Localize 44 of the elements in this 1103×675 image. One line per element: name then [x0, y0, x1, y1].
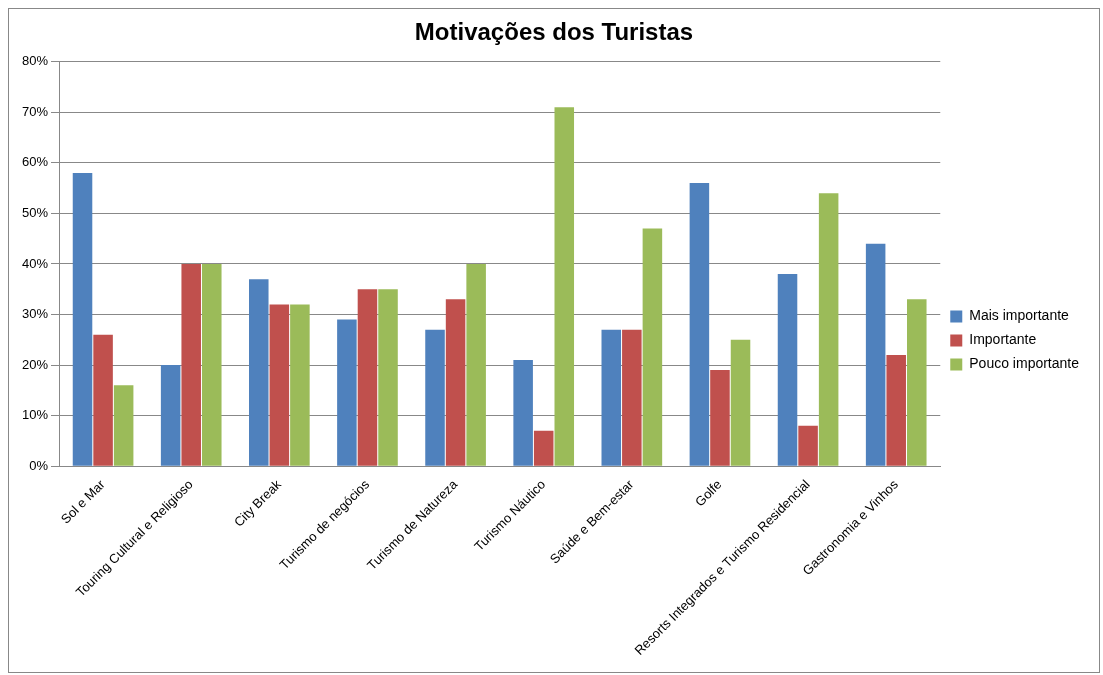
bar [445, 299, 466, 466]
bar [865, 243, 886, 466]
bar [907, 299, 927, 466]
y-tick-label: 30% [21, 306, 49, 322]
bar [798, 425, 818, 466]
bar [337, 319, 357, 466]
bar [513, 360, 533, 466]
legend-label: Mais importante [969, 307, 1070, 324]
bar [269, 304, 290, 466]
bar [378, 289, 398, 466]
legend-label: Importante [969, 331, 1037, 348]
chart-title: Motivações dos Turistas [414, 18, 694, 46]
bar [689, 183, 710, 466]
bar [72, 173, 93, 466]
y-tick-label: 0% [29, 457, 49, 473]
bar [730, 339, 751, 466]
bar [466, 263, 486, 466]
bar [777, 274, 798, 466]
bar [357, 289, 378, 466]
bar [533, 430, 554, 466]
bar [425, 329, 445, 466]
y-tick-label: 50% [21, 205, 49, 221]
y-tick-label: 10% [21, 407, 49, 423]
y-tick-label: 70% [21, 103, 49, 119]
x-tick-label: Sol e Mar [57, 476, 109, 527]
bar [554, 107, 575, 466]
bar [290, 304, 310, 466]
bar [93, 334, 113, 466]
bar [160, 365, 181, 466]
bar [249, 279, 269, 466]
bar [601, 329, 622, 466]
legend-label: Pouco importante [969, 355, 1080, 372]
bar [202, 263, 222, 466]
y-tick-label: 60% [21, 154, 49, 170]
bar [710, 370, 730, 466]
y-tick-label: 80% [21, 53, 49, 69]
bar [181, 263, 201, 466]
bar [818, 193, 839, 466]
bar [642, 228, 663, 466]
y-tick-label: 40% [21, 255, 49, 271]
bar [886, 354, 906, 466]
bar [622, 329, 642, 466]
bar [113, 385, 134, 466]
y-tick-label: 20% [21, 356, 49, 372]
